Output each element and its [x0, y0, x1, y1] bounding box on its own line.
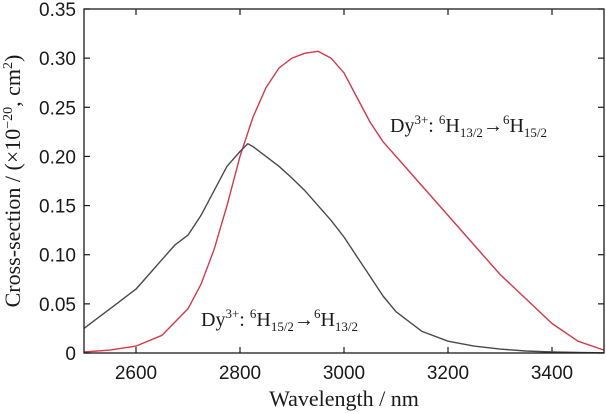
x-tick-label: 3200 — [427, 363, 469, 384]
y-tick-label: 0.20 — [39, 147, 76, 168]
y-tick-label: 0.05 — [39, 295, 76, 316]
annotation-red-series: Dy3+: 6H13/2→6H15/2 — [390, 112, 547, 140]
y-tick-label: 0.15 — [39, 197, 76, 218]
x-axis-title: Wavelength / nm — [269, 386, 419, 411]
x-tick-label: 3400 — [531, 363, 573, 384]
y-tick-label: 0.10 — [39, 246, 76, 267]
y-axis-title: Cross-section / (×10−20, cm2) — [0, 55, 25, 308]
series-line-gray — [83, 142, 605, 354]
plot-frame — [83, 8, 605, 354]
y-tick-label: 0.35 — [39, 0, 76, 21]
y-tick-label: 0.25 — [39, 98, 76, 119]
x-tick-label: 3000 — [323, 363, 365, 384]
series-line-red — [83, 50, 605, 353]
x-tick-label: 2600 — [115, 363, 157, 384]
annotation-gray-series: Dy3+: 6H15/2→6H13/2 — [201, 306, 358, 334]
x-tick-label: 2800 — [219, 363, 261, 384]
y-tick-label: 0 — [65, 344, 76, 365]
y-tick-label: 0.30 — [39, 49, 76, 70]
